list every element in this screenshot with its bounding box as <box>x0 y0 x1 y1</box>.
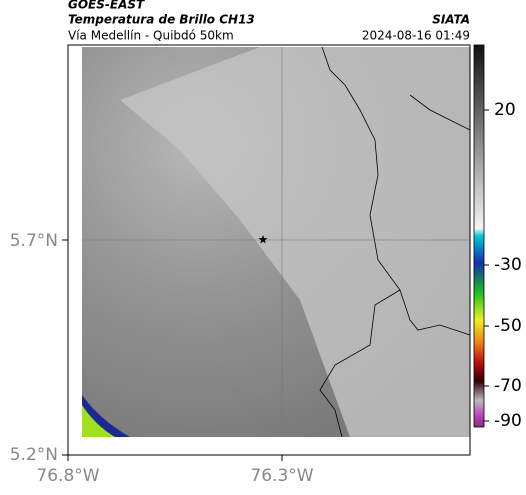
colorbar-tick-label: -70 <box>494 376 522 396</box>
title: GOES-EAST <box>68 0 145 12</box>
lat-label: 5.2°N <box>10 445 58 465</box>
map-image: ★ <box>82 46 471 438</box>
lon-label: 76.8°W <box>36 466 99 486</box>
subtitle: Temperatura de Brillo CH13 <box>68 13 255 27</box>
lat-label: 5.7°N <box>10 231 58 251</box>
colorbar-tick-label: 20 <box>494 100 516 120</box>
colorbar-ticks: 20 -30 -50 -70 -90 <box>484 100 522 431</box>
border <box>409 94 471 131</box>
cold-cloud <box>82 405 115 437</box>
border <box>321 46 471 336</box>
colorbar-tick-label: -30 <box>494 255 522 275</box>
site-marker: ★ <box>258 233 269 247</box>
coastline <box>319 289 401 438</box>
frame <box>67 44 471 456</box>
source: SIATA <box>432 13 470 27</box>
location: Vía Medellín - Quibdó 50km <box>68 29 234 43</box>
datetime: 2024-08-16 01:49 <box>362 29 470 43</box>
colorbar-tick-label: -90 <box>494 411 522 431</box>
cloud-band <box>120 47 470 437</box>
colorbar <box>473 44 485 428</box>
colorbar-tick-label: -50 <box>494 316 522 336</box>
lon-label: 76.3°W <box>250 466 313 486</box>
